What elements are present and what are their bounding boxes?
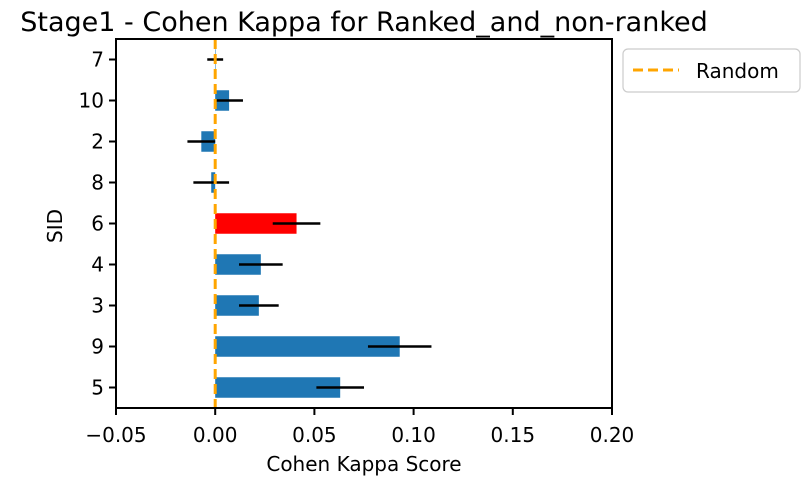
- x-tick-label: 0.05: [292, 423, 337, 447]
- y-tick-label: 8: [91, 171, 104, 195]
- y-axis-label: SID: [43, 209, 67, 243]
- bar-sid-6: [215, 213, 297, 234]
- x-tick-label: 0.15: [491, 423, 536, 447]
- x-tick-label: 0.20: [590, 423, 635, 447]
- y-tick-label: 3: [91, 294, 104, 318]
- y-tick-label: 6: [91, 212, 104, 236]
- bar-sid-3: [215, 295, 259, 316]
- y-tick-label: 5: [91, 376, 104, 400]
- x-axis-label: Cohen Kappa Score: [266, 452, 461, 476]
- bar-sid-5: [215, 377, 341, 398]
- error-bars: [187, 58, 432, 389]
- x-tick-label: 0.00: [193, 423, 238, 447]
- x-axis-ticks: −0.05 0.00 0.05 0.10 0.15 0.20: [85, 408, 634, 447]
- bar-sid-4: [215, 254, 261, 275]
- x-tick-label: −0.05: [85, 423, 146, 447]
- y-tick-label: 7: [91, 48, 104, 72]
- legend: Random: [622, 48, 801, 93]
- y-tick-label: 2: [91, 130, 104, 154]
- bar-sid-9: [215, 336, 400, 357]
- bars: [201, 49, 400, 398]
- y-tick-label: 4: [91, 253, 104, 277]
- chart-title: Stage1 - Cohen Kappa for Ranked_and_non-…: [20, 7, 708, 38]
- y-tick-label: 9: [91, 335, 104, 359]
- y-axis-ticks: 5 9 3 4 6 8 2 10 7: [79, 48, 116, 400]
- y-tick-label: 10: [79, 89, 104, 113]
- x-tick-label: 0.10: [391, 423, 436, 447]
- legend-label-random: Random: [696, 59, 779, 83]
- legend-box: [622, 48, 801, 93]
